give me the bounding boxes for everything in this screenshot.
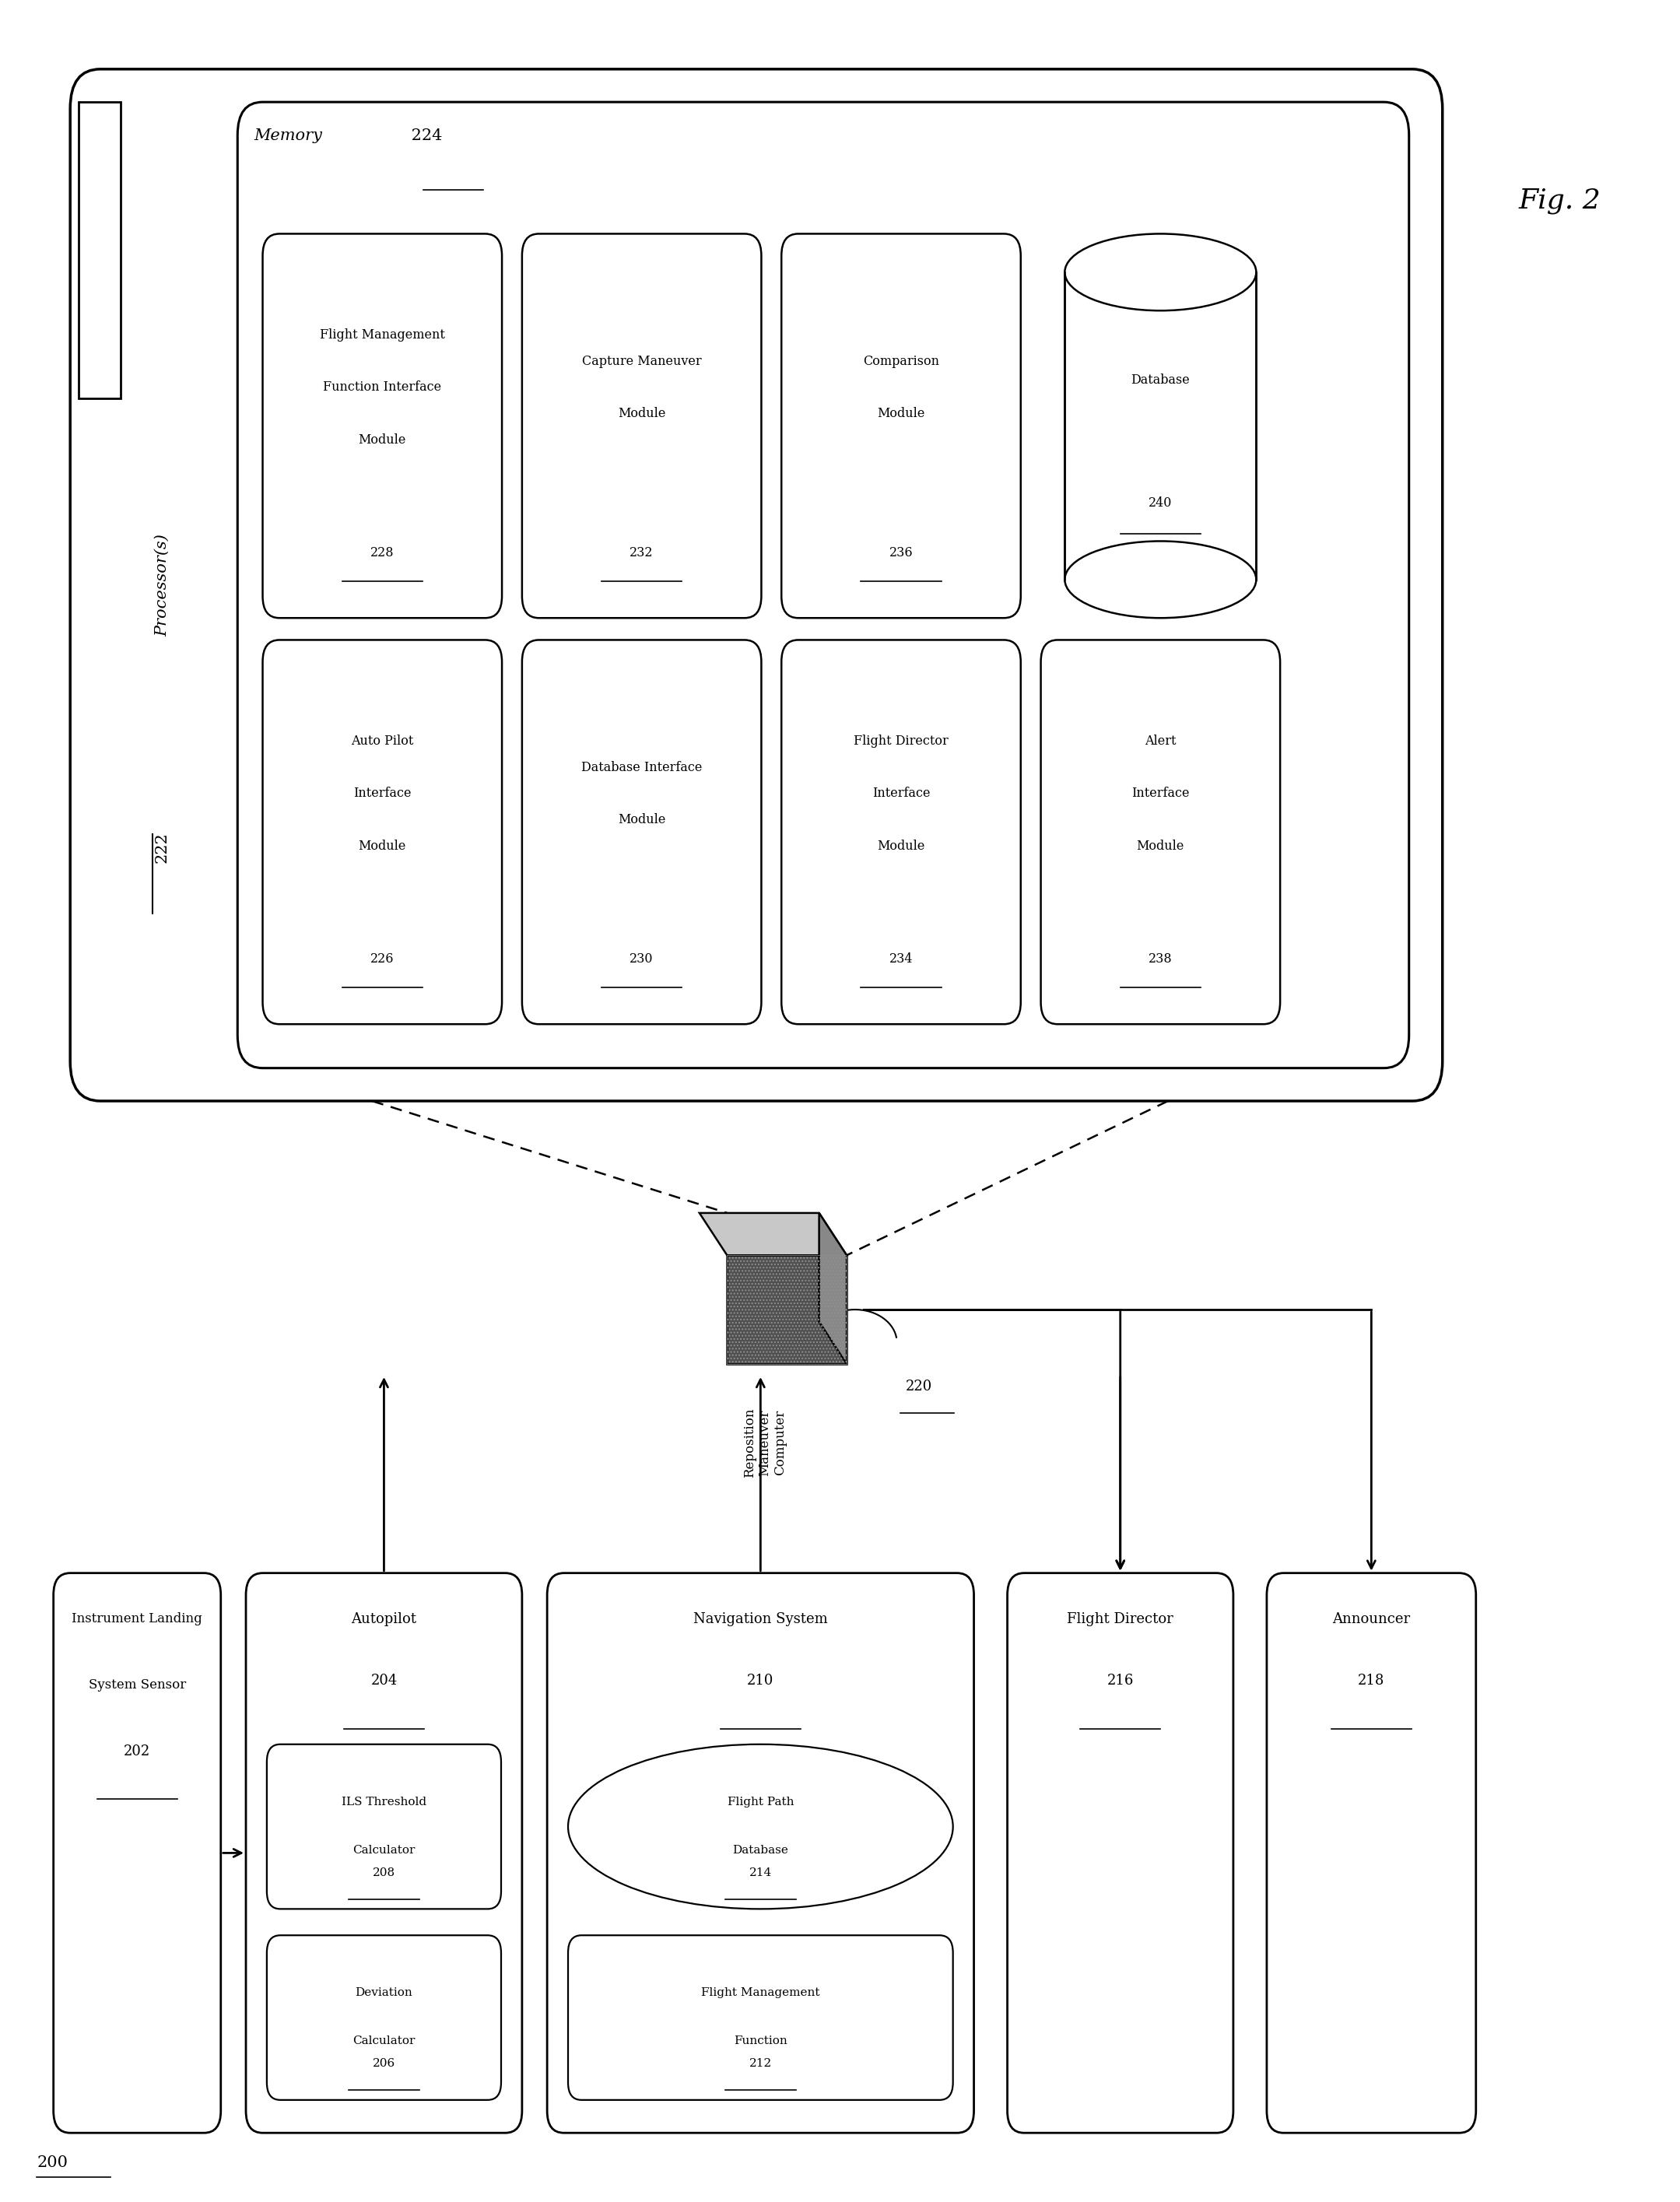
Text: Flight Management: Flight Management	[701, 1988, 820, 1999]
Text: Comparison: Comparison	[864, 355, 939, 368]
Text: Flight Management: Flight Management	[319, 328, 445, 341]
Text: Alert: Alert	[1144, 733, 1176, 746]
FancyBboxPatch shape	[267, 1936, 501, 2101]
Text: Module: Module	[358, 839, 407, 852]
Text: Flight Director: Flight Director	[853, 733, 949, 746]
Text: 210: 210	[748, 1674, 774, 1689]
Bar	[79, 101, 121, 399]
FancyBboxPatch shape	[1042, 641, 1280, 1024]
Text: 200: 200	[37, 2156, 67, 2171]
Text: 222: 222	[155, 832, 170, 863]
Text: Interface: Interface	[1132, 786, 1189, 799]
Text: Function Interface: Function Interface	[323, 381, 442, 394]
Ellipse shape	[1065, 233, 1257, 310]
Text: 240: 240	[1149, 495, 1173, 509]
FancyBboxPatch shape	[548, 1572, 974, 2134]
Text: Module: Module	[358, 434, 407, 447]
Text: Function: Function	[734, 2037, 788, 2046]
Text: Database: Database	[732, 1845, 788, 1856]
Text: 216: 216	[1107, 1674, 1134, 1689]
Ellipse shape	[1065, 542, 1257, 619]
Text: Reposition
Maneuver
Computer: Reposition Maneuver Computer	[743, 1407, 786, 1478]
FancyBboxPatch shape	[568, 1936, 953, 2101]
Text: 204: 204	[371, 1674, 396, 1689]
Text: Navigation System: Navigation System	[694, 1612, 828, 1627]
Text: Module: Module	[877, 839, 926, 852]
Text: Calculator: Calculator	[353, 2037, 415, 2046]
Text: 228: 228	[370, 546, 395, 559]
FancyBboxPatch shape	[781, 641, 1021, 1024]
Text: 238: 238	[1149, 951, 1173, 964]
Polygon shape	[699, 1213, 847, 1255]
Text: Announcer: Announcer	[1332, 1612, 1410, 1627]
Text: 234: 234	[889, 951, 912, 964]
Text: 218: 218	[1357, 1674, 1384, 1689]
Text: Autopilot: Autopilot	[351, 1612, 417, 1627]
Polygon shape	[727, 1255, 847, 1363]
Text: Calculator: Calculator	[353, 1845, 415, 1856]
FancyBboxPatch shape	[54, 1572, 220, 2134]
Text: 232: 232	[630, 546, 654, 559]
Text: Auto Pilot: Auto Pilot	[351, 733, 413, 746]
Text: Module: Module	[618, 813, 665, 826]
Text: 236: 236	[889, 546, 912, 559]
FancyBboxPatch shape	[237, 101, 1410, 1068]
Text: Fig. 2: Fig. 2	[1519, 187, 1601, 214]
Text: Capture Maneuver: Capture Maneuver	[581, 355, 702, 368]
FancyBboxPatch shape	[781, 233, 1021, 619]
Text: ILS Threshold: ILS Threshold	[341, 1797, 427, 1808]
Text: 202: 202	[124, 1744, 151, 1757]
Text: 220: 220	[906, 1378, 932, 1394]
Text: Module: Module	[877, 407, 926, 421]
Text: Interface: Interface	[872, 786, 931, 799]
Text: Flight Director: Flight Director	[1067, 1612, 1174, 1627]
FancyBboxPatch shape	[267, 1744, 501, 1909]
Text: Processor(s): Processor(s)	[155, 533, 170, 636]
Text: Memory: Memory	[254, 128, 323, 143]
FancyBboxPatch shape	[262, 641, 502, 1024]
Text: Interface: Interface	[353, 786, 412, 799]
Text: 208: 208	[373, 1867, 395, 1878]
FancyBboxPatch shape	[245, 1572, 522, 2134]
Polygon shape	[820, 1213, 847, 1363]
Text: Module: Module	[618, 407, 665, 421]
FancyBboxPatch shape	[71, 68, 1443, 1101]
Text: 224: 224	[407, 128, 442, 143]
Text: Instrument Landing: Instrument Landing	[72, 1612, 202, 1625]
Text: 226: 226	[370, 951, 395, 964]
Text: Database Interface: Database Interface	[581, 760, 702, 773]
Text: System Sensor: System Sensor	[89, 1678, 186, 1691]
Text: 212: 212	[749, 2059, 771, 2070]
Text: 230: 230	[630, 951, 654, 964]
FancyBboxPatch shape	[262, 233, 502, 619]
Text: Flight Path: Flight Path	[727, 1797, 793, 1808]
FancyBboxPatch shape	[1008, 1572, 1233, 2134]
Text: 206: 206	[373, 2059, 395, 2070]
Text: Deviation: Deviation	[354, 1988, 413, 1999]
FancyBboxPatch shape	[522, 641, 761, 1024]
FancyBboxPatch shape	[1267, 1572, 1477, 2134]
Text: Database: Database	[1131, 372, 1189, 385]
Text: Module: Module	[1137, 839, 1184, 852]
Ellipse shape	[568, 1744, 953, 1909]
Text: 214: 214	[749, 1867, 771, 1878]
FancyBboxPatch shape	[522, 233, 761, 619]
